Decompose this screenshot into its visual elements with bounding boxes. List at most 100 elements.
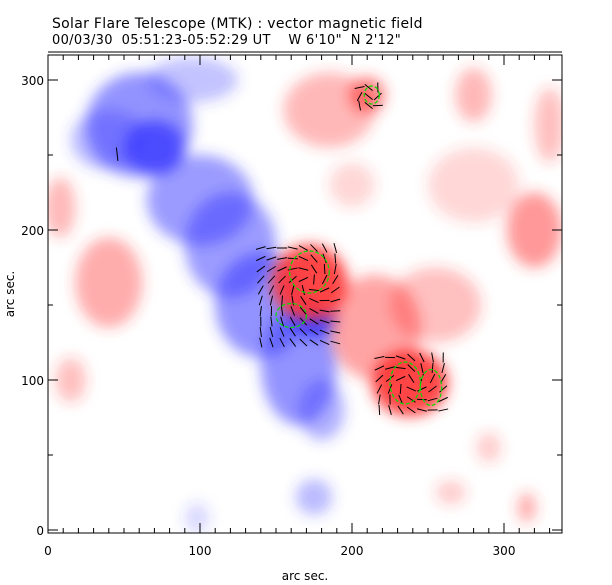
field-vector — [288, 275, 297, 284]
field-vector — [309, 297, 319, 304]
field-vector — [408, 374, 415, 383]
field-vector — [281, 295, 283, 306]
field-vector — [257, 285, 264, 295]
field-vector — [269, 327, 274, 337]
negative-field-region — [184, 503, 210, 533]
axis-ticks — [47, 55, 562, 533]
field-vector — [364, 84, 373, 91]
field-vector — [385, 366, 395, 370]
y-tick-label: 100 — [21, 374, 44, 388]
field-vector — [428, 385, 437, 393]
chart-title: Solar Flare Telescope (MTK) : vector mag… — [52, 16, 423, 32]
field-vector — [395, 366, 406, 370]
field-vector — [280, 305, 284, 317]
field-vector — [279, 327, 285, 337]
field-vector — [330, 310, 341, 312]
positive-polarity-layer — [48, 68, 562, 523]
field-vector — [387, 384, 393, 394]
field-vector — [313, 274, 315, 285]
field-vector — [373, 92, 382, 101]
field-vector — [298, 267, 309, 271]
field-vector — [395, 375, 406, 382]
field-vector — [279, 285, 285, 295]
field-vector — [269, 295, 274, 306]
field-vector — [330, 340, 341, 345]
positive-field-region — [48, 177, 76, 238]
positive-field-region — [329, 162, 375, 208]
field-vector — [309, 308, 319, 314]
field-vector — [291, 285, 295, 295]
field-vector — [287, 267, 298, 271]
field-vector — [431, 362, 434, 374]
contour-line — [289, 250, 330, 294]
contour-line — [275, 302, 307, 329]
contour-line — [363, 85, 380, 105]
field-vector — [330, 330, 341, 334]
field-vector — [309, 318, 319, 325]
field-vector — [299, 338, 308, 347]
x-tick-label: 200 — [341, 544, 364, 558]
field-vector — [356, 91, 363, 102]
field-vector — [319, 339, 330, 346]
contour-layer — [275, 85, 443, 407]
field-vector — [420, 363, 424, 373]
field-vector — [419, 352, 425, 363]
negative-polarity-layer — [70, 57, 345, 533]
field-vector — [298, 276, 309, 283]
positive-field-region — [75, 237, 143, 328]
field-vector — [334, 253, 337, 264]
field-vector — [299, 328, 308, 336]
field-vector — [407, 353, 416, 362]
field-vector — [321, 243, 328, 253]
field-vector — [270, 316, 273, 327]
field-vector — [299, 306, 307, 316]
negative-field-region — [298, 380, 345, 440]
field-vector — [298, 245, 308, 251]
field-vector — [258, 295, 263, 306]
field-vector — [289, 338, 297, 347]
field-vector — [378, 394, 381, 405]
field-vector — [259, 337, 263, 348]
field-vector — [259, 326, 262, 338]
contour-line — [419, 368, 443, 407]
field-vector — [438, 396, 448, 403]
field-vector — [115, 147, 119, 162]
x-tick-label: 100 — [189, 544, 212, 558]
positive-field-region — [271, 245, 348, 320]
x-tick-label: 300 — [493, 544, 516, 558]
field-vector — [280, 316, 285, 327]
field-vector — [268, 285, 275, 295]
field-vector — [395, 355, 406, 360]
field-vector — [287, 246, 298, 250]
field-vector — [407, 364, 416, 372]
field-vector — [277, 266, 287, 272]
field-vector — [309, 339, 319, 346]
positive-field-region — [428, 147, 520, 223]
field-vector — [330, 286, 340, 294]
field-vector — [364, 93, 373, 100]
field-vector — [429, 373, 436, 384]
field-vector — [378, 404, 381, 416]
positive-field-region — [435, 480, 466, 505]
field-vector — [319, 309, 330, 313]
field-vector — [266, 246, 277, 250]
field-vector — [319, 287, 330, 293]
y-tick-label: 300 — [21, 74, 44, 88]
y-axis-label: arc sec. — [3, 271, 17, 317]
field-vector — [290, 306, 296, 316]
negative-field-region — [70, 110, 147, 170]
field-vector — [330, 298, 341, 303]
field-vector — [406, 406, 416, 414]
field-vector — [309, 328, 319, 336]
field-vector — [427, 397, 438, 402]
field-vector — [257, 275, 265, 284]
positive-field-region — [476, 432, 501, 463]
positive-field-region — [517, 492, 536, 523]
positive-field-region — [390, 267, 482, 343]
field-vector — [287, 257, 298, 260]
field-vector — [397, 405, 404, 415]
positive-field-region — [455, 68, 492, 122]
field-vector — [256, 265, 266, 273]
field-vector — [416, 408, 427, 412]
